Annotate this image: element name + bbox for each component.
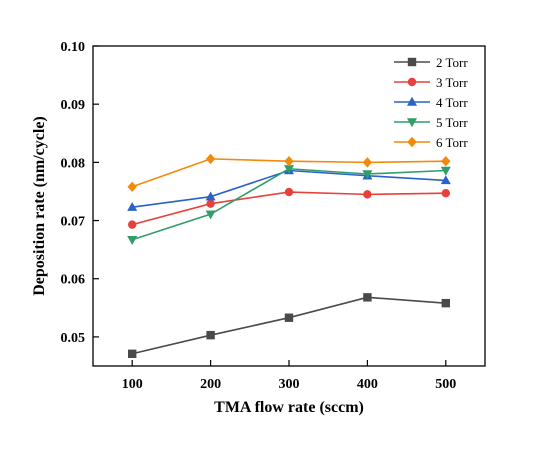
- x-tick-label: 300: [279, 377, 300, 392]
- legend-label: 3 Torr: [436, 75, 468, 90]
- x-axis: 100 200 300 400 500: [122, 360, 456, 392]
- legend-item-4-torr: 4 Torr: [394, 95, 468, 110]
- y-tick-label: 0.08: [61, 156, 86, 171]
- series-2-torr: [128, 293, 450, 358]
- y-tick-label: 0.09: [61, 98, 86, 113]
- data-point-6-torr: [284, 156, 294, 167]
- series-6-torr: [127, 153, 451, 192]
- data-point-3-torr: [284, 187, 294, 197]
- data-point-3-torr: [206, 199, 215, 208]
- data-point-6-torr: [362, 157, 373, 168]
- data-point-2-torr: [128, 349, 137, 358]
- data-point-3-torr: [128, 220, 137, 229]
- legend-label: 4 Torr: [436, 95, 468, 110]
- legend-marker: [407, 118, 417, 128]
- y-tick-label: 0.05: [61, 331, 86, 346]
- y-tick-label: 0.07: [61, 215, 86, 230]
- series-layer: [127, 153, 451, 358]
- x-tick-label: 500: [435, 377, 456, 392]
- legend-label: 5 Torr: [436, 115, 468, 130]
- data-point-5-torr: [205, 210, 216, 220]
- y-tick-label: 0.10: [61, 40, 86, 55]
- legend-label: 2 Torr: [436, 55, 468, 70]
- legend-marker: [407, 57, 417, 67]
- y-axis-title: Deposition rate (nm/cycle): [31, 116, 48, 296]
- x-tick-label: 100: [122, 377, 143, 392]
- legend-marker: [407, 77, 417, 87]
- data-point-5-torr: [284, 165, 294, 174]
- x-tick-label: 400: [357, 377, 378, 392]
- x-tick-label: 200: [200, 377, 221, 392]
- x-axis-title: TMA flow rate (sccm): [214, 399, 364, 416]
- legend-item-5-torr: 5 Torr: [394, 115, 468, 130]
- legend-item-3-torr: 3 Torr: [394, 75, 468, 90]
- series-line-2-torr: [132, 296, 446, 355]
- data-point-5-torr: [362, 170, 373, 180]
- data-point-2-torr: [441, 298, 450, 308]
- data-point-4-torr: [127, 201, 138, 211]
- legend-item-2-torr: 2 Torr: [394, 55, 468, 70]
- legend-item-6-torr: 6 Torr: [394, 135, 468, 150]
- legend-label: 6 Torr: [436, 135, 468, 150]
- data-point-2-torr: [206, 330, 215, 340]
- series-5-torr: [127, 165, 451, 245]
- legend-marker: [407, 136, 417, 148]
- y-axis: 0.05 0.06 0.07 0.08 0.09 0.10: [61, 40, 99, 346]
- series-line-5-torr: [131, 167, 446, 241]
- data-point-4-torr: [440, 175, 451, 185]
- data-point-6-torr: [441, 156, 451, 167]
- data-point-3-torr: [363, 190, 372, 199]
- data-point-2-torr: [363, 293, 372, 302]
- data-point-6-torr: [205, 153, 216, 165]
- series-line-3-torr: [131, 191, 446, 226]
- legend: 2 Torr 3 Torr 4 Torr 5 Torr 6 Torr: [394, 55, 468, 150]
- data-point-4-torr: [205, 191, 216, 201]
- data-point-6-torr: [127, 181, 137, 192]
- y-tick-label: 0.06: [61, 273, 86, 288]
- data-point-3-torr: [441, 189, 450, 198]
- legend-marker: [407, 96, 417, 106]
- data-point-2-torr: [284, 313, 294, 322]
- data-point-5-torr: [127, 236, 138, 245]
- series-3-torr: [128, 187, 450, 229]
- data-point-5-torr: [440, 166, 451, 176]
